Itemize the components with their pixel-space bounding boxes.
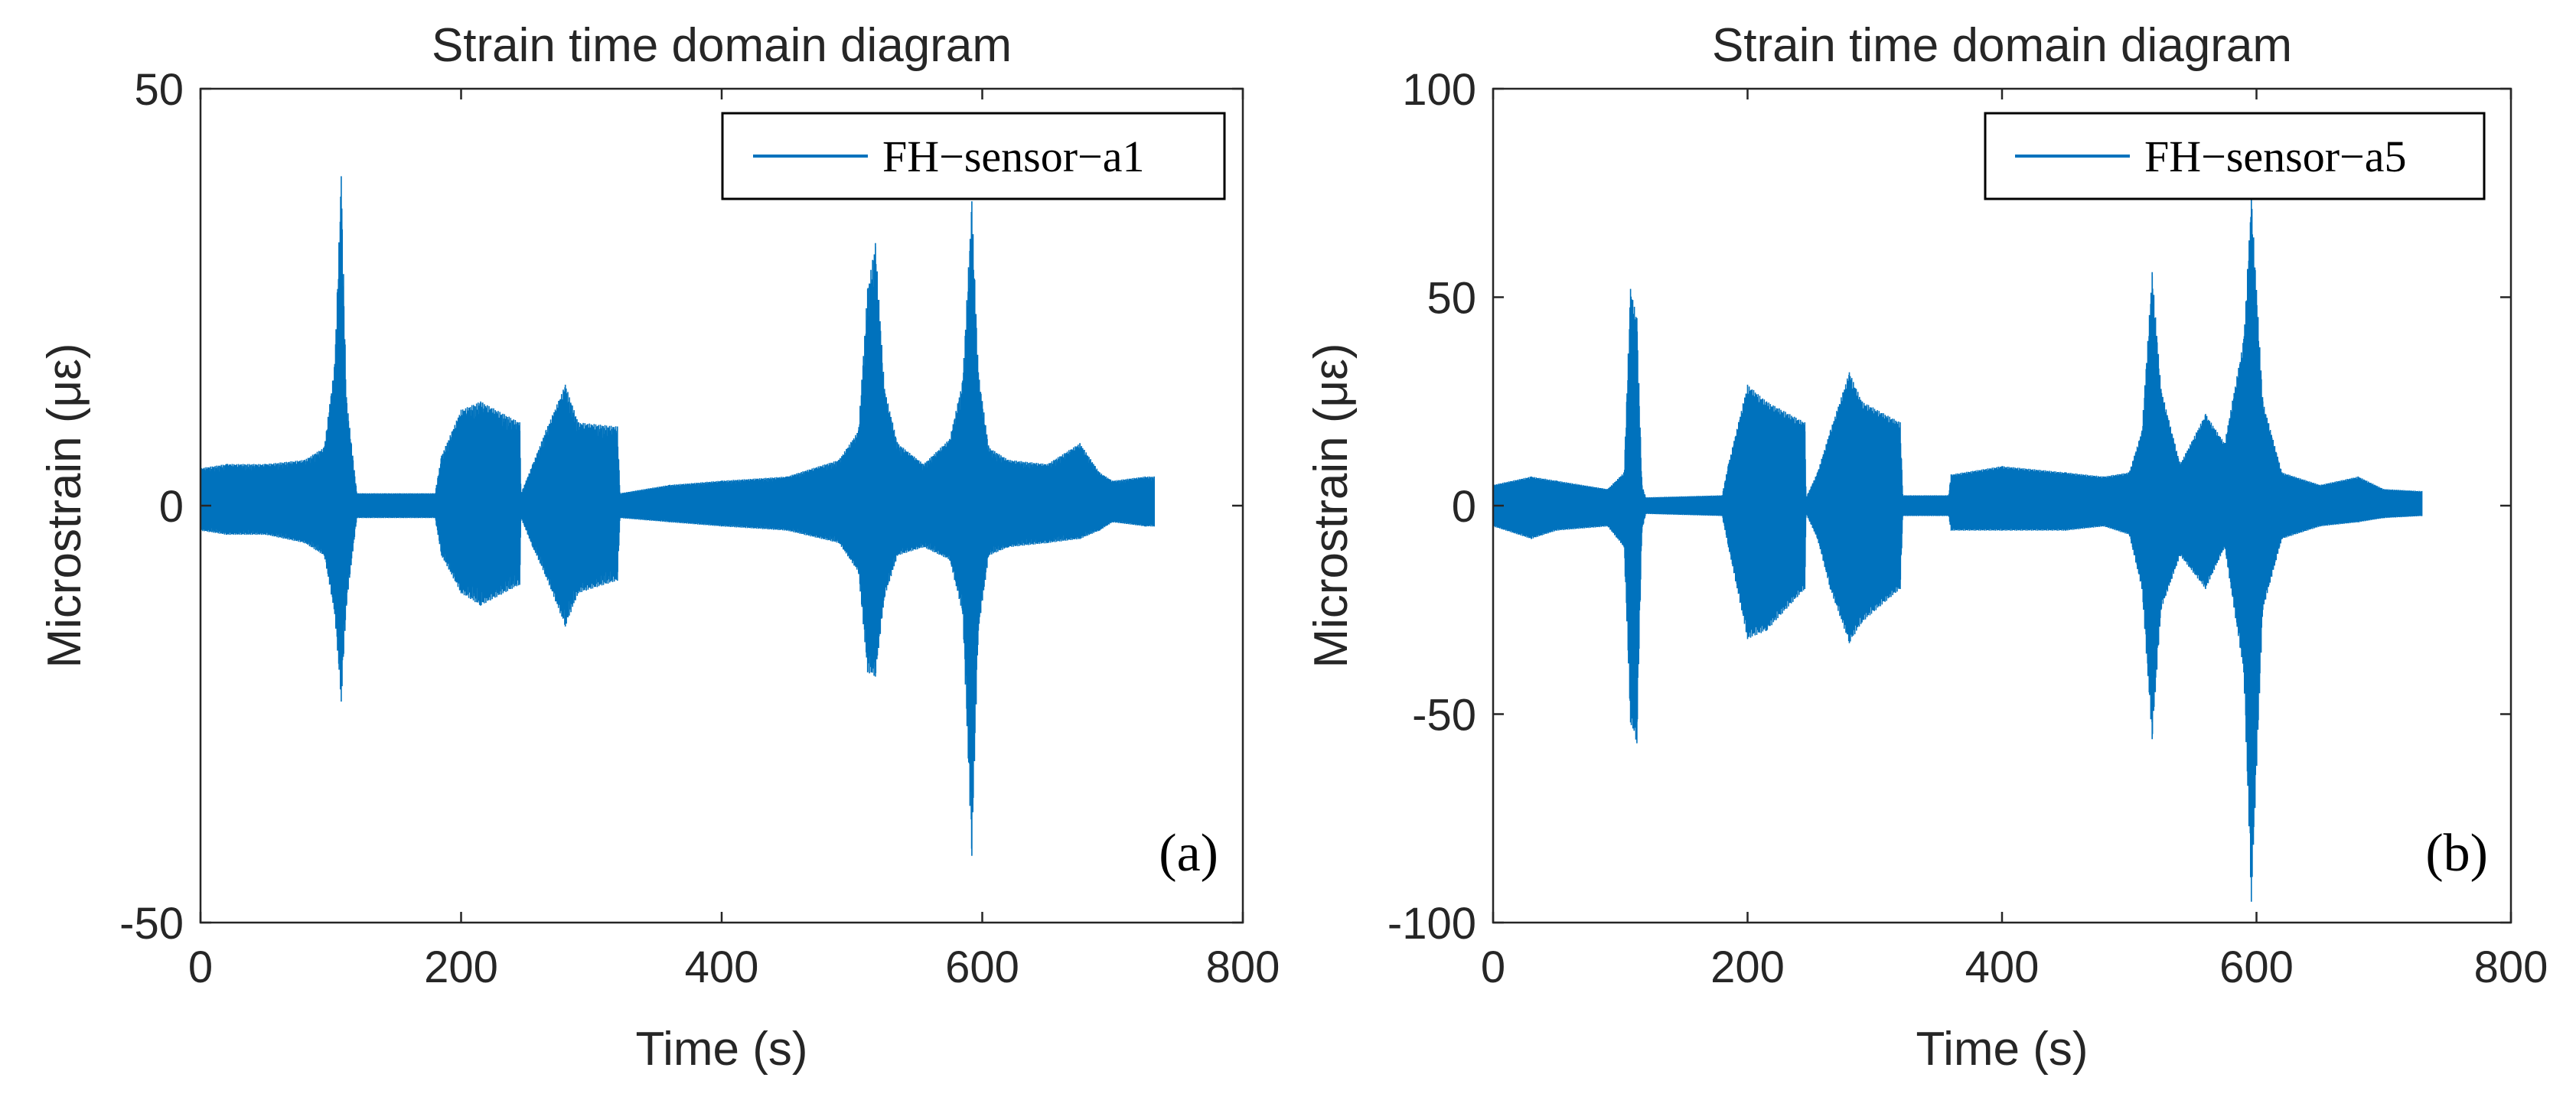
- y-tick-label: -100: [1387, 899, 1476, 949]
- signal-a1: [200, 176, 1155, 856]
- x-tick-label: 400: [685, 942, 759, 992]
- legend-entry: FH−sensor−a1: [882, 132, 1145, 181]
- x-axis-label: Time (s): [636, 1023, 808, 1076]
- y-tick-label: 0: [1452, 482, 1476, 532]
- panel-label: (a): [1159, 824, 1218, 883]
- series-line: [1492, 197, 2423, 902]
- x-tick-label: 0: [188, 942, 213, 992]
- chart-title: Strain time domain diagram: [432, 19, 1012, 72]
- y-tick-label: 50: [134, 65, 184, 115]
- y-axis-label: Microstrain (με): [38, 343, 91, 668]
- x-axis-label: Time (s): [1916, 1023, 2089, 1076]
- legend: FH−sensor−a5: [1984, 112, 2486, 200]
- axis-ticks: 0 200 400 600 800 -100 -50 0 50 100: [1387, 65, 2548, 992]
- chart-title: Strain time domain diagram: [1712, 19, 2292, 72]
- chart-panel-b: 0 200 400 600 800 -100 -50 0 50 100 Strain time d…: [1305, 19, 2548, 1076]
- legend-entry: FH−sensor−a5: [2144, 132, 2407, 181]
- x-tick-label: 800: [2474, 942, 2548, 992]
- x-tick-label: 200: [1710, 942, 1785, 992]
- y-tick-label: 100: [1402, 65, 1476, 115]
- y-tick-label: -50: [119, 899, 184, 949]
- signal-a5: [1492, 197, 2423, 902]
- y-axis-label: Microstrain (με): [1305, 343, 1358, 668]
- series-line: [200, 176, 1155, 856]
- y-tick-label: -50: [1412, 691, 1476, 741]
- y-tick-label: 50: [1427, 274, 1476, 324]
- x-tick-label: 200: [424, 942, 498, 992]
- x-tick-label: 800: [1206, 942, 1280, 992]
- panel-label: (b): [2425, 824, 2488, 883]
- x-tick-label: 400: [1965, 942, 2040, 992]
- x-tick-label: 600: [2219, 942, 2294, 992]
- y-tick-label: 0: [159, 482, 184, 532]
- x-tick-label: 600: [945, 942, 1019, 992]
- legend: FH−sensor−a1: [721, 112, 1226, 200]
- x-tick-label: 0: [1481, 942, 1505, 992]
